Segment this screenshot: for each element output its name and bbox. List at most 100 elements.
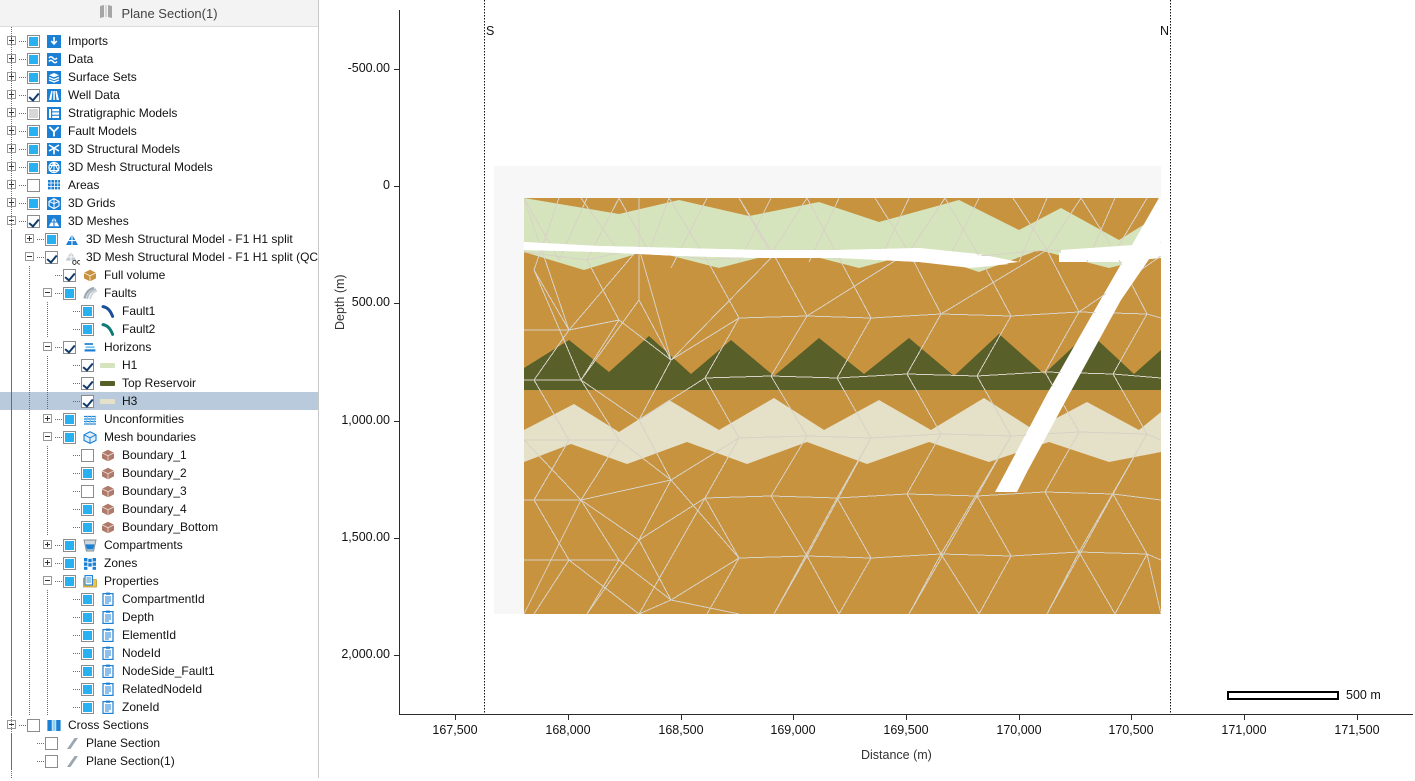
tree-checkbox[interactable]	[27, 718, 40, 732]
tree-expander[interactable]	[42, 410, 55, 428]
tree-checkbox[interactable]	[63, 556, 76, 570]
tree-item[interactable]: NodeSide_Fault1	[0, 662, 318, 680]
tree-expander[interactable]	[6, 194, 19, 212]
tree-item[interactable]: Well Data	[0, 86, 318, 104]
tree-item[interactable]: Plane Section(1)	[0, 752, 318, 770]
tree-checkbox[interactable]	[81, 520, 94, 534]
tree-item[interactable]: Zones	[0, 554, 318, 572]
tree-expander[interactable]	[24, 230, 37, 248]
tree-item[interactable]: Compartments	[0, 536, 318, 554]
tree-checkbox[interactable]	[81, 376, 94, 390]
tree-checkbox[interactable]	[63, 412, 76, 426]
tree-checkbox[interactable]	[81, 358, 94, 372]
tree-checkbox[interactable]	[27, 178, 40, 192]
tree-expander[interactable]	[42, 572, 55, 590]
tree-item[interactable]: 3D Meshes	[0, 212, 318, 230]
tree-checkbox[interactable]	[27, 34, 40, 48]
tree-expander[interactable]	[42, 284, 55, 302]
tree-checkbox[interactable]	[63, 268, 76, 282]
tree-expander[interactable]	[42, 428, 55, 446]
tree-checkbox[interactable]	[27, 214, 40, 228]
tree-item[interactable]: ElementId	[0, 626, 318, 644]
tree-checkbox[interactable]	[81, 700, 94, 714]
tree-checkbox[interactable]	[81, 304, 94, 318]
tree-expander[interactable]	[24, 248, 37, 266]
tree-expander[interactable]	[6, 50, 19, 68]
tree-checkbox[interactable]	[81, 502, 94, 516]
tree-expander[interactable]	[42, 338, 55, 356]
tree-item[interactable]: RelatedNodeId	[0, 680, 318, 698]
tree-checkbox[interactable]	[45, 250, 58, 264]
tree-item[interactable]: 3D Mesh Structural Model - F1 H1 split	[0, 230, 318, 248]
tree-item[interactable]: 3D Grids	[0, 194, 318, 212]
tree-item[interactable]: Areas	[0, 176, 318, 194]
tree-checkbox[interactable]	[81, 448, 94, 462]
tree-item[interactable]: Stratigraphic Models	[0, 104, 318, 122]
tree-item[interactable]: Top Reservoir	[0, 374, 318, 392]
tree-checkbox[interactable]	[27, 142, 40, 156]
tree-expander[interactable]	[6, 122, 19, 140]
tree-item[interactable]: 3D Structural Models	[0, 140, 318, 158]
tree-checkbox[interactable]	[27, 106, 40, 120]
tree-checkbox[interactable]	[81, 628, 94, 642]
tree-item[interactable]: H3	[0, 392, 318, 410]
tree-checkbox[interactable]	[81, 466, 94, 480]
tree-checkbox[interactable]	[63, 430, 76, 444]
tree-expander[interactable]	[6, 104, 19, 122]
tree-checkbox[interactable]	[63, 286, 76, 300]
tree-item[interactable]: Boundary_1	[0, 446, 318, 464]
tree-item[interactable]: Unconformities	[0, 410, 318, 428]
tree-checkbox[interactable]	[27, 160, 40, 174]
tree-item[interactable]: NodeId	[0, 644, 318, 662]
tree-item[interactable]: Properties	[0, 572, 318, 590]
tree-item[interactable]: Boundary_Bottom	[0, 518, 318, 536]
tree-expander[interactable]	[6, 176, 19, 194]
tree-checkbox[interactable]	[81, 664, 94, 678]
tree-item[interactable]: Cross Sections	[0, 716, 318, 734]
tree-item[interactable]: CompartmentId	[0, 590, 318, 608]
tree-item[interactable]: Surface Sets	[0, 68, 318, 86]
tree-item[interactable]: Fault1	[0, 302, 318, 320]
tree-checkbox[interactable]	[63, 340, 76, 354]
tree-item[interactable]: Boundary_4	[0, 500, 318, 518]
cross-section-plot[interactable]: S N Depth (m) Distance (m) -500.00 0 500.0…	[319, 0, 1415, 778]
tree-item[interactable]: Plane Section	[0, 734, 318, 752]
tree-checkbox[interactable]	[45, 736, 58, 750]
tree-checkbox[interactable]	[27, 88, 40, 102]
tree-checkbox[interactable]	[81, 322, 94, 336]
tree-item[interactable]: Fault2	[0, 320, 318, 338]
tree-checkbox[interactable]	[81, 646, 94, 660]
tree-item[interactable]: 3D Mesh Structural Models	[0, 158, 318, 176]
tree-expander[interactable]	[6, 140, 19, 158]
tree-expander[interactable]	[6, 716, 19, 734]
tree-item[interactable]: Boundary_2	[0, 464, 318, 482]
tree-checkbox[interactable]	[63, 538, 76, 552]
tree-item[interactable]: H1	[0, 356, 318, 374]
tree-expander[interactable]	[6, 158, 19, 176]
project-tree[interactable]: Imports Data Surface Sets Well Data Stratigr…	[0, 27, 318, 778]
tree-checkbox[interactable]	[81, 484, 94, 498]
tree-checkbox[interactable]	[45, 754, 58, 768]
tree-expander[interactable]	[6, 68, 19, 86]
tree-checkbox[interactable]	[63, 574, 76, 588]
tree-item[interactable]: Horizons	[0, 338, 318, 356]
tree-item[interactable]: QC 3D Mesh Structural Model - F1 H1 split…	[0, 248, 318, 266]
tree-expander[interactable]	[42, 554, 55, 572]
tree-checkbox[interactable]	[27, 52, 40, 66]
tree-item[interactable]: ZoneId	[0, 698, 318, 716]
tree-checkbox[interactable]	[27, 70, 40, 84]
tree-expander[interactable]	[42, 536, 55, 554]
tree-item[interactable]: Full volume	[0, 266, 318, 284]
tree-item[interactable]: Fault Models	[0, 122, 318, 140]
tree-item[interactable]: Boundary_3	[0, 482, 318, 500]
tree-item[interactable]: Mesh boundaries	[0, 428, 318, 446]
tree-checkbox[interactable]	[45, 232, 58, 246]
tree-checkbox[interactable]	[27, 196, 40, 210]
tree-expander[interactable]	[6, 32, 19, 50]
tree-item[interactable]: Imports	[0, 32, 318, 50]
tree-item[interactable]: Depth	[0, 608, 318, 626]
tree-checkbox[interactable]	[81, 682, 94, 696]
tree-checkbox[interactable]	[81, 394, 94, 408]
tree-checkbox[interactable]	[81, 610, 94, 624]
tree-expander[interactable]	[6, 86, 19, 104]
